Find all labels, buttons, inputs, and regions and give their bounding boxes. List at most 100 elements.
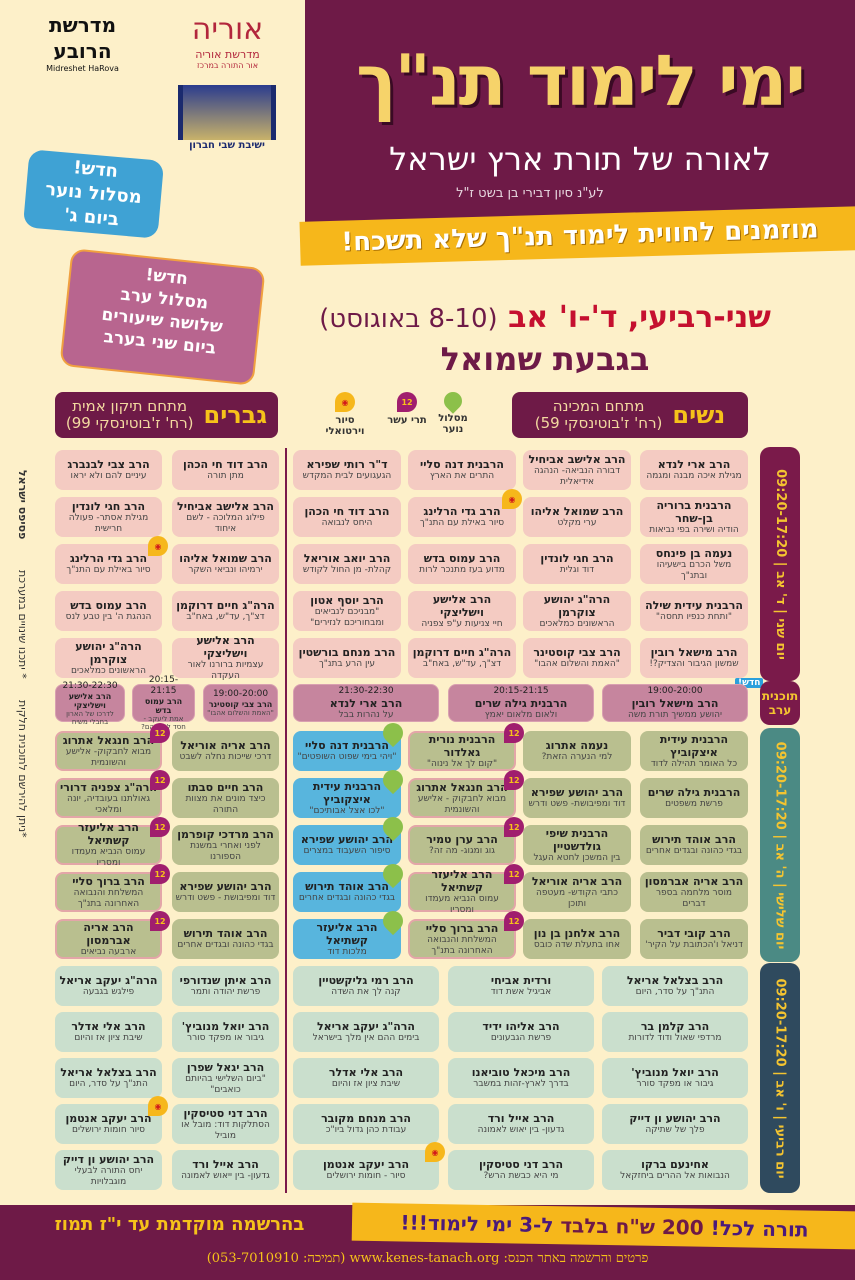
lecture-card[interactable]: הרב אליהו ידיד פרשת הגבעונים [448,1012,594,1052]
evening-lecture-card[interactable]: 21:30-22:30 הרב אלישע וישליצקי לדרכו של הא… [55,681,125,726]
lecture-card[interactable]: הרב אריה אוריאל כתבי הקודש- מעטפה ותוכן [523,872,631,912]
lecture-card[interactable]: הרב מנחם מקובר עבודת כהן גדול ביו"כ [293,1104,439,1144]
lecture-card[interactable]: הרה"ג יעקב אריאל בימים ההם אין מלך בישראל [293,1012,439,1052]
lecture-card[interactable]: הרב בצלאל אריאל התנ"ך על סדר, היום [55,1058,162,1098]
lecture-card[interactable]: הרב אלישע וישליצקי חיי צניעות ע"פ צפניה [408,591,516,631]
lecture-card[interactable]: הרב אליעזר קשתיאל עמוס הנביא מעמדו ומסריו [55,821,162,868]
lecturer-name: הרב חנגאל אתרוג [416,780,508,794]
lecture-card[interactable]: הרב חנגאל אתרוג מבוא לחבקוק - אלישע והשונ… [408,778,516,818]
evening-lecture-card[interactable]: 19:00-20:00 הרב מישאל רובין יהושע ממשיך תו… [602,684,748,722]
lecture-card[interactable]: ורדית אביחי אביגיל אשת דוד [448,966,594,1006]
lecture-card[interactable]: הרב יעקב אנטמן סיור חומות ירושלים [55,1104,162,1144]
lecture-card[interactable]: הרב יואל מנוביץ' גיבור או מפקד סורר [602,1058,748,1098]
lecture-card[interactable]: הרב אלישע וישליצקי עצמיות ברורנו לאור העק… [172,634,279,681]
lecture-card[interactable]: אחינעם ברקו הנבואות אל ההרים ביחזקאל [602,1150,748,1190]
lecture-card[interactable]: הרב עמוס בדש מדוע בעז מתנכר לרות [408,544,516,584]
lecture-card[interactable]: הרב יהושע שפירא דוד ומפיבושת - פשט ודרש [172,872,279,912]
lecture-card[interactable]: הרבנית עידית איצקוביץ "לכו אצל אבותיכם" [293,778,401,818]
lecture-card[interactable]: הרב מיכאל טוביאנו בדרך לארץ-זהות במשבר [448,1058,594,1098]
lecturer-name: הרבנית ברוריה בן-שחר [656,498,732,525]
lecture-card[interactable]: הרבנית שיפי גולדשטיין בין המשכן לחטא העגל [523,825,631,865]
evening-lecture-card[interactable]: 20:15-21:15 הרבנית גילה שרים ולאום מלאום י… [448,684,594,722]
lecture-card[interactable]: הרב יעקב אנטמן סיור - חומות ירושלים [293,1150,439,1190]
lecture-card[interactable]: הרב אריה אברמסון ארבעה נביאים [55,919,162,959]
lecture-card[interactable]: נעמה אתרוג למי הנערה הזאת? [523,731,631,771]
lecture-card[interactable]: הרב קלמן בר מרדפי שאול ודוד לדורות [602,1012,748,1052]
lecture-card[interactable]: הרבנית גילה שרים פרשת משפטים [640,778,748,818]
lecture-card[interactable]: הרב אוהד תירוש בגדי כהונה ובגדים אחרים [640,825,748,865]
lecture-card[interactable]: הרב דוד חי הכהן מתן תורה [172,450,279,490]
registration-details[interactable]: פרטים והרשמה באתר הכנס: www.kenes-tanach… [206,1251,649,1266]
lecture-card[interactable]: הרב חנגאל אתרוג מבוא לחבקוק- אלישע והשונמ… [55,731,162,771]
lecture-card[interactable]: הרבנית עידית שילה "ותחת כנפיו תחסה" [640,591,748,631]
lecture-card[interactable]: הרב אלי אדלר שיבת ציון אז והיום [55,1012,162,1052]
lecture-topic: פרשת הגבעונים [490,1033,552,1043]
lecturer-name: הרב אריה אברמסון [644,874,744,888]
lecture-card[interactable]: הרב אלחנן בן נון אחו בתעלת שדה כובס [523,919,631,959]
lecture-topic: הנהגת ה' בין טבע לנס [65,612,152,622]
lecture-card[interactable]: הרב ערן טמיר גוג ומגוג- מה זה? [408,825,516,865]
lecture-card[interactable]: הרב אייל ורד גדעון- בין ייאוש לאמונה [172,1150,279,1190]
lecturer-name: הרב אליעזר קשתיאל [78,821,139,847]
lecture-card[interactable]: הרב אלישב אביחיל דבורה הנביאה- הנהגה אידי… [523,450,631,490]
lecture-card[interactable]: הרב רמי גליקשטיין קנה לך את השדה [293,966,439,1006]
lecture-card[interactable]: הרב יהושע שפירא דוד ומפיבושת- פשט ודרש [523,778,631,818]
evening-lecture-card[interactable]: 21:30-22:30 הרב ארי לנדא על נהרות בבל [293,684,439,722]
lecture-card[interactable]: הרב עמוס בדש הנהגת ה' בין טבע לנס [55,591,162,631]
lecture-card[interactable]: הרב צבי לבנברג עיניים להם ולא יראו [55,450,162,490]
lecture-card[interactable]: הרב בצלאל אריאל התנ"ך על סדר, היום [602,966,748,1006]
lecture-card[interactable]: נעמה בן פינחס משל הכרם בישעיהו ובתנ"ך [640,544,748,584]
lecturer-name: הרב חנגאל אתרוג [62,733,155,747]
lecture-card[interactable]: הרב אליעזר קשתיאל עמוס הנביא מעמדו ומסריו [408,868,516,915]
lecture-card[interactable]: הרב אוהד תירוש בגדי כהונה ובגדים אחרים [172,919,279,959]
lecture-card[interactable]: הרה"ג צפניה דרורי גאולתנו בעובדיה, יונה ו… [55,778,162,818]
evening-lecture-card[interactable]: 19:00-20:00 הרב צבי קוסטינר "האמת והשלום א… [203,684,278,722]
lecture-card[interactable]: הרב יואל מנוביץ' גיבור או מפקד סורר [172,1012,279,1052]
lecture-card[interactable]: ד"ר רותי שפירא הגעגועים לבית המקדש [293,450,401,490]
lecture-topic: ערי מקלט [557,518,597,528]
partial-note: *ניתן להירשם לתוכנית חלקית [16,700,29,838]
lecture-card[interactable]: הרב יוסף אטון "מבניכם לנביאים ומבחוריכם ל… [293,591,401,631]
lecture-card[interactable]: הרב גדי הרלינג סיור באילת עם התנ"ך [55,544,162,584]
lecture-card[interactable]: הרב שמואל אליהו ערי מקלט [523,497,631,537]
lecture-card[interactable]: הרה"ג יהושע צוקרמן הראשונים כמלאכים [523,591,631,631]
lecture-card[interactable]: הרב אלישב אביחיל פילוג המלוכה - לשם איחוד [172,497,279,537]
lecture-card[interactable]: הרב דוד חי הכהן היחס לנבואה [293,497,401,537]
lecture-card[interactable]: הרב חיים סבתו כיצד מונים את מצוות התורה [172,778,279,818]
lecture-card[interactable]: הרב אריה אברמסון מוסר מלחמה בספר דברים [640,872,748,912]
lecture-card[interactable]: הרב מרדכי קופרמן לפני ואחרי במשנת הספורנו [172,825,279,865]
lecture-card[interactable]: הרב אלי אדלר שיבת ציון אז והיום [293,1058,439,1098]
lecture-card[interactable]: הרב צבי קוסטינר "האמת והשלום אהבו" [523,638,631,678]
lecture-card[interactable]: הרב קובי דביר דניאל ו'הכתובת על הקיר' [640,919,748,959]
lecture-card[interactable]: הרבנית עידית איצקוביץ כל האומר תהילה לדוד [640,731,748,771]
twelve-prophets-icon: 12 [150,864,170,884]
lecture-card[interactable]: הרב יהושע ון דייק יחס התורה לבעלי מוגבלוי… [55,1150,162,1190]
lecture-card[interactable]: הרב יגאל שפרן "ביום השלישי בהיותם כואבים" [172,1058,279,1098]
lecture-card[interactable]: הרב דני סטיסקין הסתלקות דוד: מובל או מובי… [172,1104,279,1144]
lecture-card[interactable]: הרב אייל ורד גדעון- בין יאוש לאמונה [448,1104,594,1144]
lecture-card[interactable]: הרה"ג יעקב אריאל פילגש בגבעה [55,966,162,1006]
lecture-card[interactable]: הרה"ג חיים דרוקמן דצ"ך, עד"ש, באח"ב [172,591,279,631]
lecture-card[interactable]: הרב מנחם בורשטין עין הרע בתנ"ך [293,638,401,678]
lecture-card[interactable]: הרב גדי הרלינג סיור באילת עם התנ"ך [408,497,516,537]
lecture-card[interactable]: הרב חגי לונדין מגילת אסתר- פעולה חרישית [55,497,162,537]
lecture-card[interactable]: הרה"ג יהושע צוקרמן הראשונים כמלאכים [55,638,162,678]
lecture-card[interactable]: הרב דני סטיסקין מי היא כבשת הרש? [448,1150,594,1190]
lecture-card[interactable]: הרב שמואל אליהו ירמיהו ונביאי השקר [172,544,279,584]
lecture-card[interactable]: הרב יואב אוריאל קהלת- מן החול לקודש [293,544,401,584]
lecture-card[interactable]: הרב ברוך סליי המשלחת והנבואה האחרונה בתנ"… [408,919,516,959]
lecture-card[interactable]: הרבנית ברוריה בן-שחר הודיה ושירה בפי נביא… [640,497,748,537]
lecture-topic: בגדי כהונה ובגדים אחרים [298,893,396,903]
lecture-card[interactable]: הרבנית נורית גאלדור "קום לך אל נינוה" [408,731,516,771]
lecture-card[interactable]: הרבנית דנה סליי התרים את הארץ [408,450,516,490]
lecture-card[interactable]: הרב אריה אוריאל דרכי שייכות נחלה לשבט [172,731,279,771]
lecture-card[interactable]: הרב חגי לונדין דוד וגלית [523,544,631,584]
lecture-card[interactable]: הרב ברוך סליי המשלחת והנבואה האחרונה בתנ"… [55,872,162,912]
lecture-card[interactable]: הרב ארי לנדא מגילת איכה מבנה ומגמה [640,450,748,490]
lecture-card[interactable]: הרה"ג חיים דרוקמן דצ"ך, עד"ש, באח"ב [408,638,516,678]
lecture-card[interactable]: הרב יהושע ון דייק פלך של שתיקה [602,1104,748,1144]
lecture-card[interactable]: הרב מישאל רובין שמשון הגיבור והצדיק?! [640,638,748,678]
lecturer-name: הרב אליעזר קשתיאל [431,868,493,894]
lecture-card[interactable]: הרב איתן שנדורפי פרשת יהודה ותמר [172,966,279,1006]
